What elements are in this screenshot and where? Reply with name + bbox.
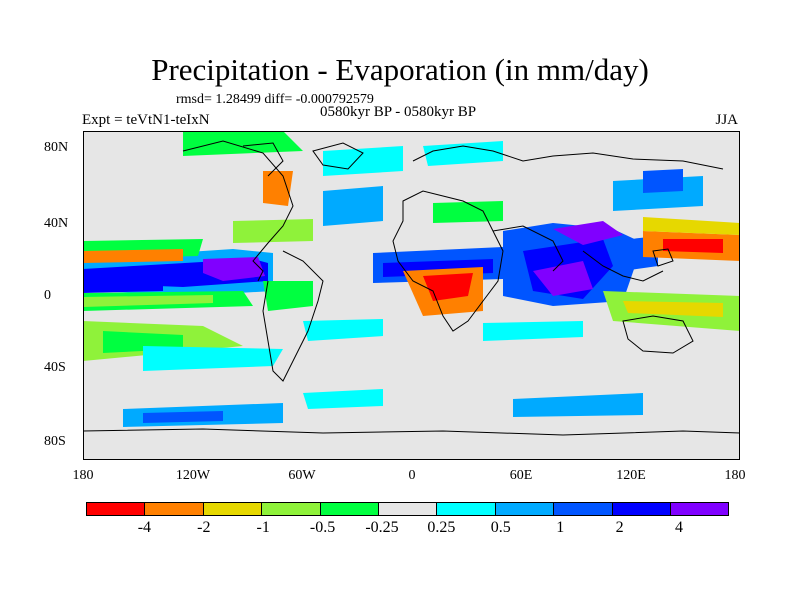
- colorbar-swatch: [319, 502, 379, 516]
- experiment-label: Expt = teVtN1-teIxN: [82, 112, 210, 128]
- colorbar-label: 2: [615, 519, 624, 536]
- colorbar-label: -4: [137, 519, 152, 536]
- rmsd-diff-text: rmsd= 1.28499 diff= -0.000792579: [176, 92, 374, 107]
- x-tick-label: 60W: [288, 468, 316, 483]
- y-tick-label: 80S: [44, 434, 66, 449]
- colorbar-swatch: [144, 502, 204, 516]
- colorbar-label: -0.5: [309, 519, 336, 536]
- x-tick-label: 180: [724, 468, 746, 483]
- colorbar-swatch: [377, 502, 438, 516]
- field-drying: [83, 131, 740, 361]
- x-tick-label: 120W: [175, 468, 211, 483]
- x-tick-label: 180: [72, 468, 94, 483]
- period-subtitle: 0580kyr BP - 0580kyr BP: [320, 104, 477, 120]
- colorbar-swatch: [494, 502, 555, 516]
- colorbar: [86, 502, 730, 516]
- y-tick-label: 40N: [44, 216, 69, 231]
- colorbar-swatch: [553, 502, 613, 516]
- map-panel: [83, 131, 740, 460]
- field-wetting: [123, 141, 703, 427]
- colorbar-swatch: [611, 502, 671, 516]
- coastlines: [83, 140, 740, 436]
- colorbar-label: 0.25: [427, 519, 456, 536]
- colorbar-swatch: [261, 502, 321, 516]
- y-tick-label: 80N: [44, 140, 69, 155]
- colorbar-label: 1: [556, 519, 565, 536]
- season-label: JJA: [715, 112, 738, 128]
- map-frame: [83, 131, 740, 460]
- colorbar-label: 4: [675, 519, 683, 536]
- colorbar-label: 0.5: [490, 519, 511, 536]
- colorbar-label: -2: [197, 519, 211, 536]
- colorbar-swatch: [669, 502, 730, 516]
- map-title: Precipitation - Evaporation (in mm/day): [151, 52, 649, 87]
- colorbar-swatch: [86, 502, 146, 516]
- colorbar-swatch: [436, 502, 496, 516]
- y-tick-label: 0: [44, 288, 51, 303]
- colorbar-label: -1: [256, 519, 270, 536]
- x-tick-label: 60E: [509, 468, 533, 483]
- x-tick-label: 120E: [616, 468, 646, 483]
- precip-evap-map: [83, 131, 740, 460]
- y-tick-label: 40S: [44, 360, 66, 375]
- x-tick-label: 0: [408, 468, 416, 483]
- colorbar-label: -0.25: [365, 519, 399, 536]
- colorbar-swatch: [202, 502, 263, 516]
